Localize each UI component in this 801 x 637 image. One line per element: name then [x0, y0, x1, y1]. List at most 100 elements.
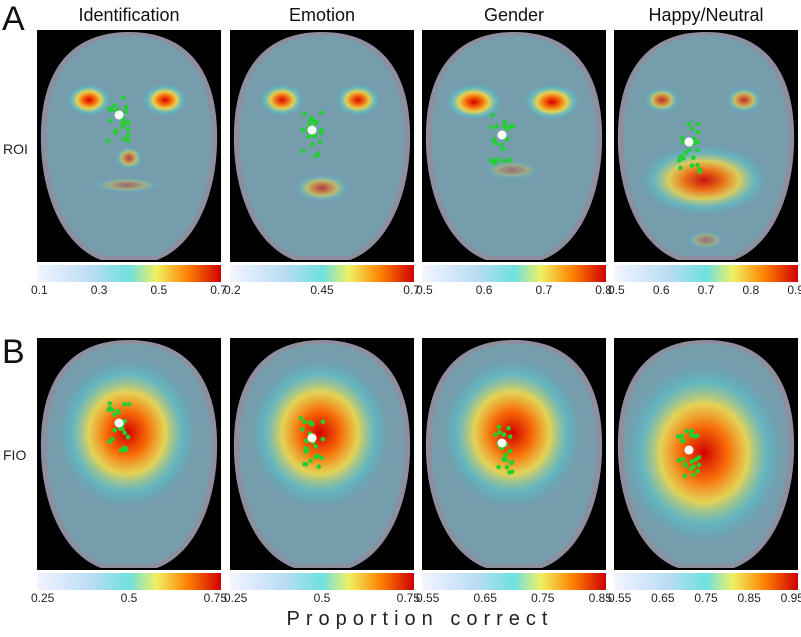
fixation-dot	[125, 133, 131, 138]
tick-label: 0.45	[310, 283, 334, 297]
tick-label: 0.8	[742, 283, 760, 297]
mean-fixation	[114, 418, 124, 428]
fixation-dot	[312, 133, 318, 139]
fixation-dot	[125, 138, 131, 143]
heat-blob	[143, 84, 187, 116]
tick-label: 0.55	[608, 591, 632, 605]
tick-label: 0.95	[780, 591, 801, 605]
fixation-dot	[301, 148, 306, 154]
fixation-dot	[503, 452, 508, 457]
fixation-dot	[304, 448, 310, 453]
face-tint	[239, 36, 405, 256]
fixation-dot	[496, 157, 502, 163]
fixation-dot	[502, 456, 508, 461]
fixation-dot	[113, 128, 119, 133]
fixation-dot	[691, 136, 697, 142]
fixation-dot	[696, 455, 702, 460]
row-label: FIO	[3, 447, 27, 463]
mean-fixation	[497, 130, 507, 140]
fixation-dot	[106, 106, 112, 111]
row-label: ROI	[3, 141, 28, 157]
colorbar	[37, 265, 221, 282]
fixation-dot	[676, 158, 682, 163]
fixation-dot	[109, 407, 115, 412]
fixation-dot	[107, 401, 113, 406]
panel	[37, 30, 221, 282]
tick-label: 0.6	[475, 283, 493, 297]
fixation-dot	[494, 123, 500, 129]
fixation-dot	[112, 427, 117, 433]
fixation-dot	[122, 418, 127, 424]
fixation-dot	[122, 430, 128, 436]
heat-blob	[446, 84, 502, 120]
heat-blob	[726, 87, 762, 113]
fixation-dot	[123, 104, 129, 110]
tick-label: 0.5	[120, 591, 138, 605]
fixation-dot	[112, 103, 117, 108]
fixation-dot	[105, 138, 111, 144]
tick-label: 0.55	[416, 591, 440, 605]
mean-fixation	[114, 110, 124, 120]
tick-label: 0.7	[697, 283, 715, 297]
fixation-dot	[319, 127, 324, 133]
fixation-dot	[119, 121, 125, 127]
tick-label: 0.25	[224, 591, 248, 605]
fixation-dot	[119, 447, 124, 453]
mean-fixation	[684, 445, 694, 455]
fixation-dot	[686, 147, 692, 153]
fixation-dot	[697, 169, 702, 175]
heat-blob	[336, 84, 380, 116]
tick-label: 0.2	[224, 283, 241, 297]
fixation-dot	[681, 156, 686, 161]
fixation-dot	[316, 464, 322, 470]
colorbar-ticks: 0.55 0.65 0.75 0.85	[416, 591, 612, 605]
fixation-dot	[684, 428, 690, 434]
colorbar	[230, 265, 414, 282]
fixation-dot	[489, 157, 494, 163]
tick-label: 0.75	[531, 591, 555, 605]
fixation-dot	[302, 111, 307, 117]
fixation-dot	[126, 127, 131, 132]
fixation-dot	[320, 419, 326, 425]
panel	[422, 30, 606, 282]
fixation-dot	[306, 134, 311, 139]
fixation-dot	[304, 438, 309, 444]
panel	[37, 338, 221, 590]
fixation-dot	[507, 434, 513, 439]
fixation-dot	[300, 128, 306, 133]
tick-label: 0.3	[90, 283, 108, 297]
tick-label: 0.65	[473, 591, 497, 605]
heat-blob	[260, 84, 304, 116]
fixation-dot	[508, 460, 514, 466]
fixation-dot	[319, 455, 325, 461]
tick-label: 0.5	[608, 283, 625, 297]
fixation-dot	[314, 120, 319, 125]
tick-label: 0.75	[694, 591, 718, 605]
fixation-dot	[678, 165, 683, 171]
mean-fixation	[684, 137, 694, 147]
heat-blob	[524, 84, 580, 120]
fixation-dot	[508, 124, 513, 130]
fixation-dot	[696, 462, 702, 468]
colorbar	[614, 573, 798, 590]
fixation-dot	[691, 464, 696, 469]
fixation-dot	[493, 432, 498, 438]
heat-blob	[67, 84, 111, 116]
fixation-dot	[491, 137, 496, 142]
colorbar	[614, 265, 798, 282]
fixation-dot	[682, 463, 688, 469]
tick-label: 0.5	[150, 283, 168, 297]
fixation-dot	[507, 448, 513, 454]
tick-label: 0.65	[651, 591, 675, 605]
fixation-dot	[689, 126, 695, 132]
fixation-dot	[679, 433, 685, 439]
fixation-dot	[688, 432, 694, 438]
fixation-dot	[695, 139, 700, 145]
colorbar-ticks: 0.2 0.45 0.7	[224, 283, 420, 297]
fixation-dot	[504, 464, 510, 470]
fixation-dot	[501, 432, 507, 437]
fixation-dot	[300, 427, 305, 432]
heat-blob	[482, 160, 542, 180]
heat-blob	[624, 363, 784, 543]
colorbar	[422, 265, 606, 282]
